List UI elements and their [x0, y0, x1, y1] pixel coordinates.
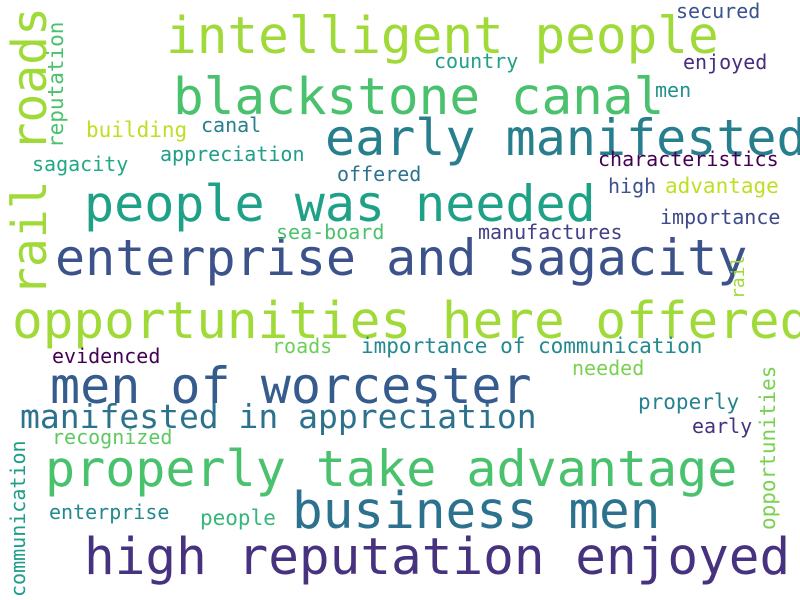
word-offered: offered [337, 162, 422, 186]
word-blackstone-canal: blackstone canal [173, 68, 665, 127]
word-enjoyed: enjoyed [683, 50, 768, 74]
word-enterprise: enterprise [49, 500, 170, 524]
word-characteristics: characteristics [598, 147, 779, 171]
word-intelligent-people: intelligent people [166, 7, 719, 66]
word-building: building [86, 118, 188, 142]
word-enterprise-and-sagacity: enterprise and sagacity [55, 229, 748, 287]
word-manifested-in-appreciation: manifested in appreciation [20, 397, 537, 436]
word-men: men [655, 78, 692, 102]
word-opportunities-here-offered: opportunities here offered [12, 292, 800, 351]
word-appreciation: appreciation [160, 142, 305, 166]
word-business-men: business men [292, 482, 661, 541]
word-high-reputation-enjoyed: high reputation enjoyed [84, 528, 791, 587]
word-early: early [692, 414, 753, 438]
word-rail: rail [728, 255, 749, 299]
word-properly: properly [638, 390, 740, 414]
word-high: high [608, 174, 657, 198]
word-early-manifested: early manifested [325, 109, 800, 167]
word-people-was-needed: people was needed [84, 175, 596, 233]
word-secured: secured [676, 0, 761, 23]
word-recognized: recognized [52, 425, 173, 449]
word-advantage: advantage [665, 174, 779, 198]
word-importance: importance [660, 205, 781, 229]
word-evidenced: evidenced [52, 344, 161, 368]
word-roads: roads [272, 334, 333, 358]
word-sea-board: sea-board [276, 220, 385, 244]
word-country: country [434, 49, 519, 73]
word-people: people [200, 506, 276, 530]
word-sagacity: sagacity [32, 152, 129, 176]
word-canal: canal [201, 113, 262, 137]
word-needed: needed [572, 356, 645, 380]
word-communication: communication [6, 440, 30, 597]
word-opportunities: opportunities [756, 365, 780, 530]
word-manufactures: manufactures [478, 220, 623, 244]
word-men-of-worcester: men of worcester [50, 357, 532, 415]
word-importance-of-communication: importance of communication [361, 334, 703, 358]
word-reputation: reputation [44, 21, 68, 148]
word-properly-take-advantage: properly take advantage [45, 440, 738, 498]
